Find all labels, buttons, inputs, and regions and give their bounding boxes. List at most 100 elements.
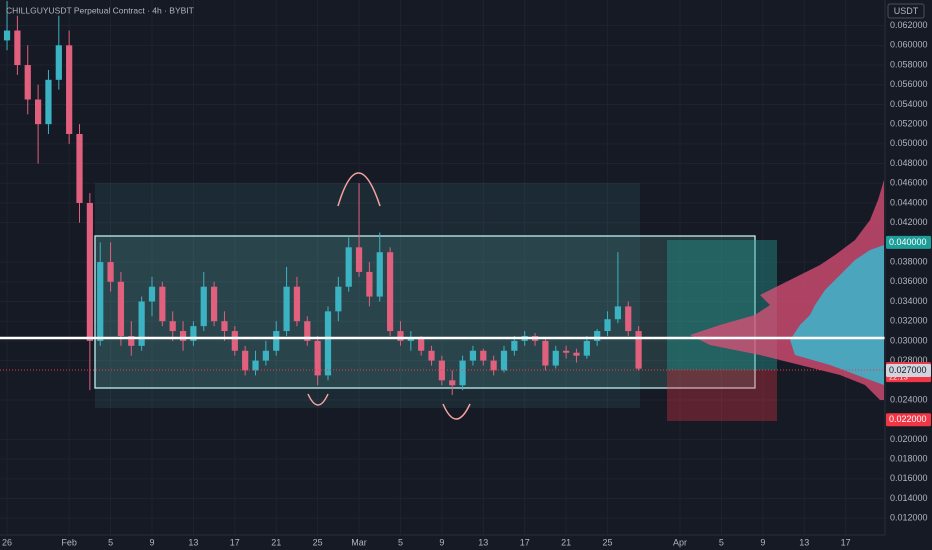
price-label-box	[886, 235, 931, 249]
x-tick-label: 17	[841, 537, 851, 547]
y-tick-label: 0.048000	[890, 158, 928, 168]
price-axis	[885, 0, 932, 550]
time-axis	[0, 535, 885, 550]
unit-label[interactable]: USDT	[894, 6, 919, 16]
candle-body	[573, 352, 580, 356]
candle-body	[428, 350, 435, 361]
candle-body	[490, 360, 497, 371]
range-box	[94, 235, 756, 389]
y-tick-label: 0.036000	[890, 276, 928, 286]
y-tick-label: 0.034000	[890, 296, 928, 306]
candle-body	[128, 335, 135, 346]
candle-body	[14, 30, 21, 66]
candle-body	[614, 306, 621, 320]
y-tick-label: 0.012000	[890, 513, 928, 523]
candle-body	[169, 321, 176, 332]
candle-body	[480, 350, 487, 361]
y-tick-label: 0.044000	[890, 197, 928, 207]
top-arc	[337, 172, 381, 207]
x-tick-label: 21	[271, 537, 281, 547]
chart-title: CHILLGUYUSDT Perpetual Contract · 4h · B…	[6, 5, 194, 15]
candle-body	[604, 319, 611, 332]
x-tick-label: Apr	[673, 537, 687, 547]
candle-body	[159, 286, 166, 322]
candle-body	[324, 311, 332, 376]
y-tick-label: 0.058000	[890, 59, 928, 69]
unit-box[interactable]	[887, 3, 925, 19]
candle-body	[387, 252, 394, 332]
price-label-box	[886, 413, 931, 427]
candle-body	[583, 340, 590, 356]
price-label: 0.027000	[889, 365, 927, 375]
candle-body	[345, 247, 352, 287]
candle-body	[335, 286, 342, 312]
axis-labels: 0.062000 0.060000 0.058000 0.056000 0.054000…	[2, 20, 931, 547]
x-tick-label: 13	[188, 537, 198, 547]
x-tick-label: 13	[478, 537, 488, 547]
candle-body	[500, 350, 508, 371]
candle-body	[66, 45, 73, 134]
x-tick-label: 9	[760, 537, 765, 547]
candle-body	[107, 262, 114, 282]
y-tick-label: 0.042000	[890, 217, 928, 227]
candles	[3, 0, 642, 396]
candle-body	[34, 99, 42, 125]
bottom-arc	[307, 393, 329, 406]
y-tick-label: 0.056000	[890, 79, 928, 89]
volume-profile-buy	[790, 245, 884, 385]
price-label: 0.040000	[889, 237, 927, 247]
candle-body	[148, 286, 156, 302]
x-tick-label: 5	[719, 537, 724, 547]
y-tick-label: 0.030000	[890, 335, 928, 345]
candle-body	[625, 306, 632, 332]
candle-body	[449, 380, 456, 386]
candle-body	[469, 350, 477, 361]
candle-body	[3, 30, 11, 41]
y-tick-label: 0.052000	[890, 119, 928, 129]
x-tick-label: 25	[313, 537, 323, 547]
candle-body	[138, 301, 145, 346]
x-tick-label: 21	[561, 537, 571, 547]
price-label-box	[886, 363, 931, 377]
candle-body	[552, 350, 559, 366]
drawings-front	[0, 172, 885, 420]
x-tick-label: 17	[230, 537, 240, 547]
candle-body	[55, 45, 62, 80]
bottom-arc	[442, 403, 471, 420]
y-tick-label: 0.054000	[890, 99, 928, 109]
candle-body	[117, 281, 125, 336]
candle-body	[179, 331, 187, 341]
y-tick-label: 0.046000	[890, 178, 928, 188]
x-tick-label: 5	[398, 537, 403, 547]
long-stop-zone	[667, 370, 777, 421]
candle-body	[542, 340, 549, 366]
y-tick-label: 0.028000	[890, 355, 928, 365]
candle-body	[355, 247, 363, 272]
candle-body	[594, 331, 601, 341]
y-tick-label: 0.060000	[890, 40, 928, 50]
candle-body	[283, 286, 290, 332]
candle-body	[45, 79, 52, 125]
x-tick-label: 5	[108, 537, 113, 547]
candle-body	[563, 350, 570, 353]
x-tick-label: 26	[2, 537, 12, 547]
y-tick-label: 0.016000	[890, 473, 928, 483]
x-tick-label: 9	[439, 537, 444, 547]
candle-body	[304, 321, 311, 341]
candle-body	[407, 338, 414, 341]
candle-body	[314, 340, 321, 376]
candle-body	[86, 202, 93, 341]
x-tick-label: 17	[520, 537, 530, 547]
candle-body	[76, 133, 83, 203]
candle-body	[635, 331, 642, 369]
candle-body	[24, 65, 31, 100]
x-tick-label: 25	[603, 537, 613, 547]
candle-body	[273, 331, 280, 351]
candle-body	[200, 286, 207, 327]
candle-body	[459, 360, 466, 386]
candle-body	[366, 271, 373, 297]
y-tick-label: 0.018000	[890, 454, 928, 464]
candle-body	[293, 286, 301, 322]
